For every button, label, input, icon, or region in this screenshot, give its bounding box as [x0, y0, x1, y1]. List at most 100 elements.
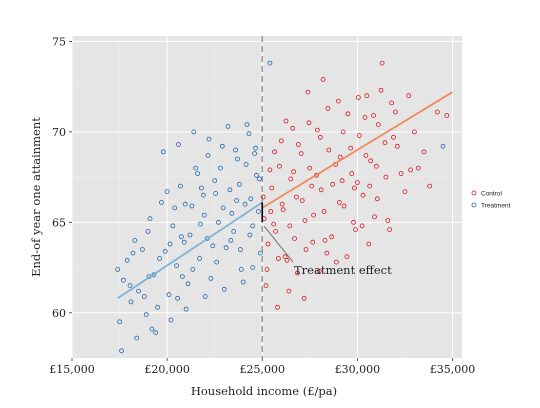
treatment-point [167, 241, 173, 247]
legend-label: Treatment [481, 203, 511, 210]
control-point [367, 183, 373, 189]
control-point [375, 122, 381, 127]
treatment-point [172, 205, 178, 211]
control-point [371, 113, 376, 118]
treatment-point [191, 129, 197, 135]
treatment-point [247, 232, 253, 238]
y-tick-label: 65 [52, 216, 66, 229]
control-point [299, 198, 305, 204]
treatment-point [149, 326, 155, 332]
control-point [362, 115, 368, 120]
control-point [337, 154, 343, 160]
treatment-point [183, 306, 189, 312]
treatment-legend-key [471, 202, 477, 208]
control-point [325, 106, 331, 111]
control-point [389, 100, 395, 106]
control-point [344, 254, 350, 260]
treatment-point [206, 136, 212, 142]
treatment-point [243, 161, 249, 167]
treatment-trend-line [117, 201, 263, 300]
treatment-point [181, 239, 187, 245]
control-point [321, 209, 327, 214]
treatment-point [228, 237, 234, 243]
control-point [264, 266, 270, 272]
control-point [294, 270, 300, 276]
control-point [314, 127, 320, 133]
control-point [267, 167, 273, 173]
control-point [291, 169, 297, 175]
treatment-point [223, 245, 229, 251]
treatment-point [238, 266, 244, 272]
control-point [295, 142, 301, 147]
control-point [336, 199, 342, 205]
control-point [283, 118, 289, 124]
control-point [340, 129, 346, 135]
treatment-point [202, 294, 208, 299]
control-point [383, 174, 389, 180]
control-point [330, 181, 336, 187]
treatment-point [200, 192, 206, 198]
treatment-point [221, 286, 227, 292]
control-point [275, 256, 281, 261]
treatment-point [134, 335, 140, 341]
control-point [279, 201, 285, 207]
treatment-point [176, 142, 181, 147]
treatment-point [227, 187, 233, 193]
control-point [406, 93, 412, 99]
treatment-point [237, 247, 243, 252]
treatment-point [117, 319, 122, 325]
control-point [333, 259, 339, 265]
control-point [326, 147, 332, 153]
control-point [359, 223, 365, 229]
x-tick-label: £35,000 [430, 363, 476, 376]
control-point [275, 304, 280, 310]
treatment-point [208, 275, 214, 281]
legend: Control Treatment [471, 191, 511, 210]
control-point [421, 149, 427, 155]
control-point [324, 250, 330, 256]
treatment-point [197, 221, 203, 227]
treatment-point [255, 209, 261, 214]
treatment-point [130, 250, 136, 256]
control-point [306, 120, 312, 126]
treatment-point [166, 292, 172, 298]
treatment-point [175, 295, 181, 301]
annotation-layer: Treatment effect [261, 202, 392, 277]
control-point [373, 163, 379, 169]
control-point [301, 295, 307, 301]
treatment-point [217, 165, 223, 171]
control-point [311, 212, 317, 218]
treatment-point [179, 274, 185, 280]
treatment-point [205, 152, 211, 158]
major-gridlines [71, 36, 462, 358]
control-point [302, 218, 308, 223]
treatment-point [174, 263, 180, 269]
control-point [260, 194, 266, 200]
control-point [355, 95, 361, 100]
treatment-point [257, 250, 263, 256]
treatment-point [233, 147, 239, 153]
control-point [268, 209, 274, 214]
control-point [292, 236, 298, 242]
control-point [317, 134, 323, 140]
control-point [341, 203, 347, 209]
control-point [402, 189, 408, 195]
treatment-point [240, 279, 246, 285]
control-point [353, 227, 358, 233]
control-point [318, 187, 324, 193]
control-point [290, 125, 296, 131]
treatment-point [158, 199, 164, 205]
treatment-point [119, 348, 124, 354]
treatment-point [253, 145, 259, 151]
control-point [391, 134, 396, 140]
control-point [294, 194, 299, 200]
treatment-point [244, 122, 250, 127]
control-point [335, 98, 341, 104]
points-layer [115, 60, 450, 354]
x-tick-label: £15,000 [49, 363, 95, 376]
treatment-point [195, 171, 201, 176]
treatment-point [254, 172, 259, 178]
control-point [354, 180, 360, 185]
y-tick-label: 75 [52, 35, 66, 48]
control-point [427, 183, 433, 189]
